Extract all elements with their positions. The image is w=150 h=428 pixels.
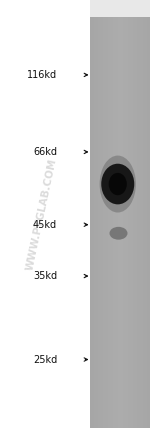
Bar: [100, 0, 101, 428]
Bar: [110, 0, 111, 428]
Ellipse shape: [100, 155, 136, 212]
Bar: [92, 0, 93, 428]
Bar: [99, 0, 100, 428]
Bar: [147, 0, 148, 428]
Bar: [97, 0, 98, 428]
Bar: [124, 0, 125, 428]
Bar: [114, 0, 115, 428]
Bar: [102, 0, 103, 428]
Bar: [101, 0, 102, 428]
Bar: [117, 0, 118, 428]
Bar: [123, 0, 124, 428]
Ellipse shape: [101, 163, 134, 205]
Bar: [135, 0, 136, 428]
Bar: [115, 0, 116, 428]
Text: 45kd: 45kd: [33, 220, 57, 230]
Bar: [130, 0, 131, 428]
Bar: [90, 0, 150, 428]
Bar: [136, 0, 137, 428]
Bar: [146, 0, 147, 428]
Bar: [118, 0, 119, 428]
Bar: [128, 0, 129, 428]
Bar: [119, 0, 120, 428]
Bar: [116, 0, 117, 428]
Bar: [95, 0, 96, 428]
Bar: [124, 0, 125, 428]
Text: WWW.PTGLAB.COM: WWW.PTGLAB.COM: [25, 157, 59, 271]
Bar: [122, 0, 123, 428]
Bar: [113, 0, 114, 428]
Ellipse shape: [110, 227, 128, 240]
Bar: [96, 0, 97, 428]
Bar: [133, 0, 134, 428]
Bar: [142, 0, 143, 428]
Bar: [90, 0, 91, 428]
Bar: [112, 0, 113, 428]
Bar: [136, 0, 137, 428]
Bar: [149, 0, 150, 428]
Bar: [106, 0, 107, 428]
Bar: [90, 0, 150, 17]
Bar: [98, 0, 99, 428]
Bar: [103, 0, 104, 428]
Bar: [121, 0, 122, 428]
Bar: [148, 0, 149, 428]
Bar: [130, 0, 131, 428]
Bar: [107, 0, 108, 428]
Bar: [145, 0, 146, 428]
Bar: [111, 0, 112, 428]
Bar: [140, 0, 141, 428]
Bar: [112, 0, 113, 428]
Bar: [94, 0, 95, 428]
Bar: [144, 0, 145, 428]
Bar: [126, 0, 127, 428]
Bar: [132, 0, 133, 428]
Bar: [120, 0, 121, 428]
Bar: [104, 0, 105, 428]
Bar: [129, 0, 130, 428]
Bar: [109, 0, 110, 428]
Text: 116kd: 116kd: [27, 70, 57, 80]
Ellipse shape: [109, 173, 127, 195]
Bar: [148, 0, 149, 428]
Bar: [139, 0, 140, 428]
Text: 66kd: 66kd: [33, 147, 57, 157]
Text: 35kd: 35kd: [33, 271, 57, 281]
Bar: [91, 0, 92, 428]
Bar: [100, 0, 101, 428]
Bar: [143, 0, 144, 428]
Text: 25kd: 25kd: [33, 354, 57, 365]
Bar: [131, 0, 132, 428]
Bar: [118, 0, 119, 428]
Bar: [106, 0, 107, 428]
Bar: [103, 0, 104, 428]
Bar: [125, 0, 126, 428]
Bar: [141, 0, 142, 428]
Bar: [127, 0, 128, 428]
Bar: [138, 0, 139, 428]
Bar: [105, 0, 106, 428]
Bar: [137, 0, 138, 428]
Bar: [142, 0, 143, 428]
Bar: [93, 0, 94, 428]
Bar: [134, 0, 135, 428]
Bar: [94, 0, 95, 428]
Bar: [108, 0, 109, 428]
